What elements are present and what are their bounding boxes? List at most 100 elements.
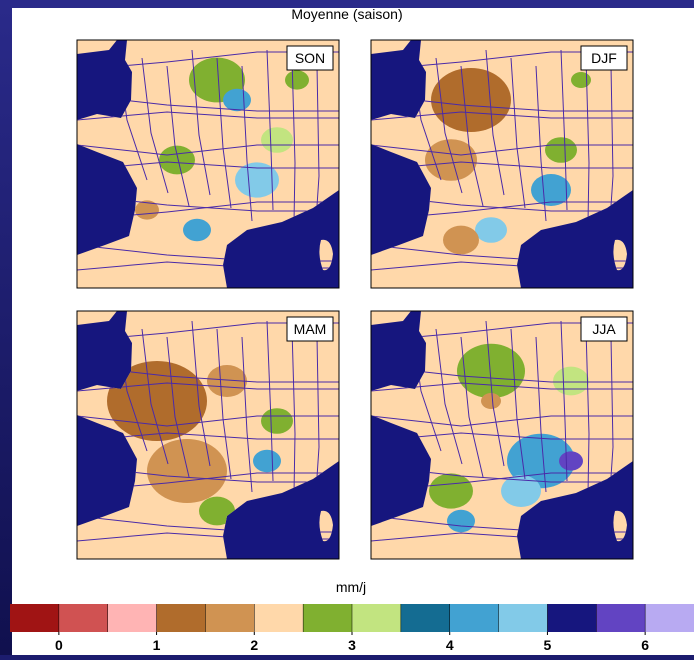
panel-frame xyxy=(76,310,340,560)
department-border xyxy=(141,57,169,194)
department-border xyxy=(560,49,568,211)
season-label: MAM xyxy=(294,321,327,337)
colorbar-tick-label: 5 xyxy=(544,637,552,653)
department-border xyxy=(535,65,547,222)
department-border xyxy=(371,415,633,427)
department-border xyxy=(510,328,526,480)
precip-area xyxy=(207,365,247,397)
department-border xyxy=(485,49,505,196)
season-label: JJA xyxy=(592,321,616,337)
department-border xyxy=(191,320,211,467)
season-label: DJF xyxy=(591,50,617,66)
department-border xyxy=(266,49,274,211)
precip-area xyxy=(285,70,309,90)
precip-area xyxy=(199,496,235,526)
department-border xyxy=(585,57,590,224)
map-panel: DJF xyxy=(370,39,634,289)
department-border xyxy=(460,336,484,478)
precip-area xyxy=(475,217,507,243)
precip-area xyxy=(431,68,511,132)
department-border xyxy=(77,415,339,427)
colorbar: 0 1 2 3 4 5 6 xyxy=(10,604,694,653)
colorbar-segment xyxy=(254,604,304,632)
season-label: SON xyxy=(295,50,325,66)
department-border xyxy=(216,57,232,209)
precip-area xyxy=(429,473,473,509)
colorbar-segment xyxy=(352,604,402,632)
colorbar-tick-label: 4 xyxy=(446,637,454,653)
department-border xyxy=(141,328,169,465)
department-border xyxy=(77,144,339,156)
map-panel: JJA xyxy=(370,310,634,560)
colorbar-tick-label: 1 xyxy=(153,637,161,653)
precip-area xyxy=(159,145,195,175)
department-border xyxy=(460,65,484,207)
department-border xyxy=(510,57,526,209)
department-border xyxy=(371,144,633,156)
precip-area xyxy=(183,218,211,242)
colorbar-tick-label: 2 xyxy=(250,637,258,653)
panel-frame xyxy=(76,39,340,289)
department-border xyxy=(266,320,274,482)
colorbar-segment xyxy=(645,604,694,632)
department-border xyxy=(585,328,590,495)
precip-area xyxy=(147,439,227,503)
colorbar-tick-label: 0 xyxy=(55,637,63,653)
label-box xyxy=(286,45,334,71)
colorbar-segment xyxy=(596,604,646,632)
precip-area xyxy=(559,451,583,471)
department-border xyxy=(166,336,190,478)
precip-areas xyxy=(371,320,633,542)
colorbar-segment xyxy=(58,604,109,632)
precip-area xyxy=(571,72,591,88)
colorbar-tick-label: 6 xyxy=(641,637,649,653)
colorbar-label: mm/j xyxy=(336,579,366,595)
department-border xyxy=(166,65,190,207)
precip-areas xyxy=(371,49,633,271)
map-panel: MAM xyxy=(76,310,340,560)
precip-area xyxy=(501,475,541,507)
precip-area xyxy=(223,88,251,112)
department-border xyxy=(435,328,463,465)
precip-area xyxy=(545,137,577,163)
department-border xyxy=(241,336,253,493)
colorbar-tick-label: 3 xyxy=(348,637,356,653)
department-border xyxy=(485,320,505,467)
department-border xyxy=(291,328,296,495)
precip-area xyxy=(261,408,293,434)
colorbar-segment xyxy=(205,604,255,632)
precip-area xyxy=(235,162,279,198)
precip-area xyxy=(553,366,589,396)
precip-area xyxy=(253,449,281,473)
department-border xyxy=(241,65,253,222)
department-border xyxy=(535,336,547,493)
precip-areas xyxy=(77,49,339,271)
department-border xyxy=(216,328,232,480)
colorbar-segment xyxy=(10,604,60,632)
precip-area xyxy=(261,127,293,153)
panel-frame xyxy=(370,310,634,560)
label-box xyxy=(286,316,334,342)
colorbar-segment xyxy=(156,604,206,632)
precip-area xyxy=(457,343,525,399)
colorbar-segment xyxy=(547,604,597,632)
precip-area xyxy=(481,393,501,409)
precip-area xyxy=(443,225,479,255)
colorbar-segment xyxy=(449,604,500,632)
department-border xyxy=(291,57,296,224)
map-panel: SON xyxy=(76,39,340,289)
label-box xyxy=(580,45,628,71)
colorbar-segment xyxy=(498,604,548,632)
department-border xyxy=(191,49,211,196)
label-box xyxy=(580,316,628,342)
department-border xyxy=(435,57,463,194)
precip-area xyxy=(531,174,571,206)
figure-title: Moyenne (saison) xyxy=(291,6,402,22)
colorbar-segment xyxy=(107,604,158,632)
colorbar-segment xyxy=(400,604,451,632)
panels: SON DJF MAM JJA xyxy=(76,39,634,560)
precip-area xyxy=(107,361,207,441)
colorbar-segment xyxy=(303,604,353,632)
panel-frame xyxy=(370,39,634,289)
